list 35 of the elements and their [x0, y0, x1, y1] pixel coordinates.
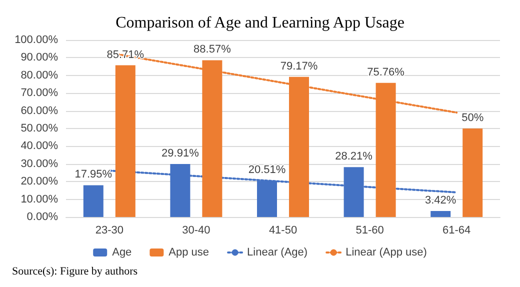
- y-tick-label: 90.00%: [20, 52, 58, 64]
- bar: [430, 210, 451, 217]
- x-tick-label: 41-50: [268, 224, 298, 236]
- legend-label: Linear (App use): [346, 246, 427, 258]
- y-tick-label: 40.00%: [20, 140, 58, 152]
- legend-label: Linear (Age): [247, 246, 308, 258]
- y-tick-label: 100.00%: [14, 34, 58, 46]
- y-tick-label: 30.00%: [20, 158, 58, 170]
- x-tick-label: 51-60: [356, 224, 384, 236]
- y-tick-label: 0.00%: [26, 211, 58, 223]
- data-label: 17.95%: [74, 168, 112, 181]
- legend-label: App use: [168, 246, 210, 258]
- y-tick-label: 60.00%: [20, 104, 58, 117]
- x-tick-label: 23-30: [95, 224, 124, 236]
- data-label: 28.21%: [335, 150, 373, 163]
- source-note: Source(s): Figure by authors: [12, 266, 138, 278]
- data-label: 3.42%: [425, 194, 456, 206]
- data-label: 79.17%: [280, 60, 318, 72]
- y-tick-label: 10.00%: [20, 193, 58, 206]
- data-label: 88.57%: [194, 44, 232, 56]
- y-tick-label: 70.00%: [20, 87, 58, 100]
- x-tick-label: 30-40: [182, 224, 210, 236]
- chart-title: Comparison of Age and Learning App Usage: [116, 14, 404, 32]
- data-label: 29.91%: [162, 148, 200, 160]
- y-tick-label: 80.00%: [20, 69, 58, 82]
- bar: [462, 128, 483, 217]
- data-label: 50%: [462, 112, 484, 124]
- bar: [115, 65, 136, 217]
- y-tick-label: 20.00%: [20, 176, 58, 188]
- data-label: 75.76%: [367, 66, 405, 78]
- y-tick-label: 50.00%: [20, 122, 58, 134]
- legend-label: Age: [112, 246, 132, 258]
- x-tick-label: 61-64: [442, 224, 471, 236]
- bar: [83, 185, 104, 217]
- data-label: 20.51%: [248, 164, 286, 176]
